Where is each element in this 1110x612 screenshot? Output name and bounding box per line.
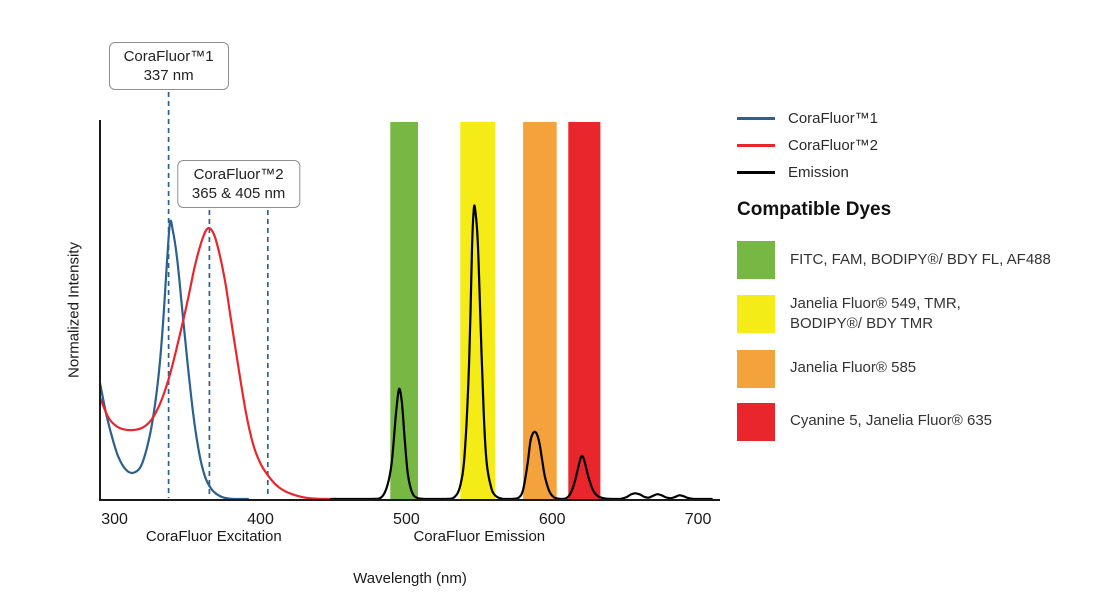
compatible-dyes-heading: Compatible Dyes	[737, 199, 892, 220]
annotation-value: 337 nm	[143, 67, 194, 85]
spectra-chart-canvas: 300 400 500 600 700	[98, 92, 720, 528]
x-tick-label-400: 400	[247, 511, 274, 528]
dye-label-line: Janelia Fluor® 585	[790, 359, 917, 377]
annotation-title: CoraFluor™1	[123, 48, 214, 65]
x-axis-section-label-excitation: CoraFluor Excitation	[145, 528, 282, 545]
x-tick-label-700: 700	[685, 511, 712, 528]
annotation-corafluor2-365-405nm: CoraFluor™2 365 & 405 nm	[176, 160, 301, 209]
dye-band-3	[523, 122, 557, 499]
dye-label-line: Cyanine 5, Janelia Fluor® 635	[790, 412, 993, 430]
dye-label-line: FITC, FAM, BODIPY®/ BDY FL, AF488	[790, 250, 1051, 268]
dye-label-line: BODIPY®/ BDY TMR	[790, 315, 934, 333]
chart-legend: CoraFluor™1 CoraFluor™2 Emission	[737, 110, 1105, 181]
dye-item-orange: Janelia Fluor® 585	[737, 349, 1105, 388]
dye-swatch-green	[737, 241, 775, 279]
legend-item-corafluor1: CoraFluor™1	[737, 110, 1105, 127]
annotation-value: 365 & 405 nm	[191, 185, 286, 203]
legend-label: Emission	[788, 164, 849, 181]
dye-item-red: Cyanine 5, Janelia Fluor® 635	[737, 402, 1105, 441]
legend-item-emission: Emission	[737, 164, 1105, 181]
dye-label: Cyanine 5, Janelia Fluor® 635	[790, 411, 992, 431]
legend-label: CoraFluor™2	[788, 137, 879, 154]
legend-line-swatch-blue	[737, 117, 775, 120]
x-tick-label-300: 300	[101, 511, 128, 528]
dye-label: Janelia Fluor® 549, TMR, BODIPY®/ BDY TM…	[790, 294, 961, 335]
legend-label: CoraFluor™1	[788, 110, 879, 127]
series-corafluor2-excitation	[98, 226, 337, 501]
dye-item-yellow: Janelia Fluor® 549, TMR, BODIPY®/ BDY TM…	[737, 294, 1105, 335]
dye-swatch-yellow	[737, 295, 775, 334]
y-axis-title: Normalized Intensity	[65, 242, 83, 378]
legend-item-corafluor2: CoraFluor™2	[737, 137, 1105, 154]
dye-band-4	[568, 122, 601, 499]
dye-swatch-orange	[737, 349, 775, 388]
annotation-title: CoraFluor™2	[193, 166, 284, 183]
series-corafluor1-excitation	[98, 219, 249, 501]
legend-and-dyes-panel: CoraFluor™1 CoraFluor™2 Emission Compati…	[737, 110, 1105, 456]
x-tick-label-600: 600	[539, 511, 566, 528]
dye-item-green: FITC, FAM, BODIPY®/ BDY FL, AF488	[737, 241, 1105, 279]
dye-label: Janelia Fluor® 585	[790, 358, 916, 378]
series-emission	[330, 204, 713, 501]
dye-label: FITC, FAM, BODIPY®/ BDY FL, AF488	[790, 250, 1051, 270]
x-tick-label-500: 500	[393, 511, 420, 528]
dye-label-line: Janelia Fluor® 549, TMR,	[790, 295, 961, 312]
x-axis-title: Wavelength (nm)	[353, 570, 467, 587]
legend-line-swatch-black	[737, 171, 775, 174]
x-axis-section-label-emission: CoraFluor Emission	[413, 528, 546, 545]
axes	[99, 120, 720, 501]
annotation-corafluor1-337nm: CoraFluor™1 337 nm	[108, 42, 229, 91]
legend-line-swatch-red	[737, 144, 775, 147]
dye-swatch-red	[737, 402, 775, 441]
